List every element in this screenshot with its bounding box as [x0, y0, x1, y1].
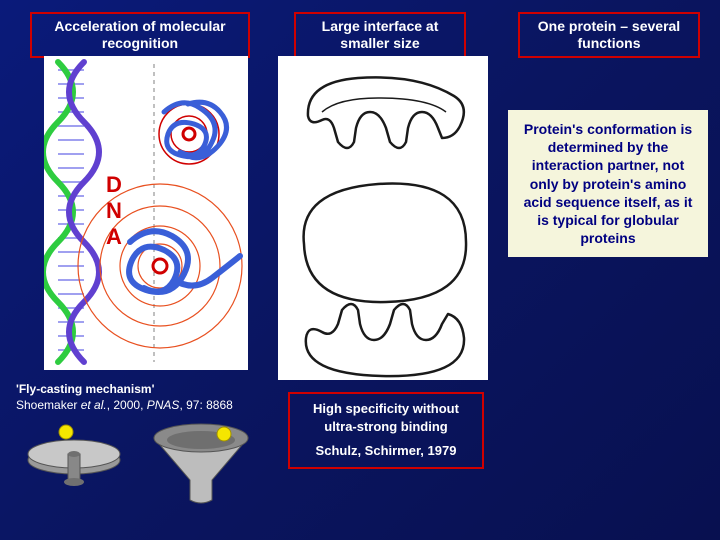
mid-blob	[304, 183, 466, 302]
header-left: Acceleration of molecular recognition	[30, 12, 250, 58]
protein-bottom	[78, 184, 242, 348]
dna-label-a: A	[106, 226, 122, 248]
conformation-callout: Protein's conformation is determined by …	[508, 110, 708, 257]
flycasting-svg	[44, 56, 248, 370]
header-right-line1: One protein – several	[538, 18, 680, 34]
flycasting-citation: 'Fly-casting mechanism' Shoemaker et al.…	[16, 382, 276, 413]
funnel-analogy	[146, 418, 256, 508]
citation-ref-mid: , 2000,	[107, 398, 147, 412]
header-left-line2: recognition	[102, 35, 178, 51]
protein-top	[159, 102, 227, 164]
flycasting-figure: D N A	[44, 56, 248, 370]
header-right-line2: functions	[578, 35, 641, 51]
dna-label-n: N	[106, 200, 122, 222]
header-center-line1: Large interface at	[322, 18, 439, 34]
conformation-callout-text: Protein's conformation is determined by …	[524, 121, 693, 246]
dna-helix	[44, 62, 99, 362]
specificity-line2: Schulz, Schirmer, 1979	[298, 442, 474, 460]
citation-ref: Shoemaker et al., 2000, PNAS, 97: 8868	[16, 398, 276, 414]
citation-ref-suffix: , 97: 8868	[179, 398, 232, 412]
citation-title: 'Fly-casting mechanism'	[16, 382, 276, 398]
citation-ref-journal: PNAS	[147, 398, 180, 412]
header-left-line1: Acceleration of molecular	[54, 18, 225, 34]
interface-figure	[278, 56, 488, 380]
header-center-line2: smaller size	[340, 35, 419, 51]
specificity-line1: High specificity without ultra-strong bi…	[298, 400, 474, 436]
top-blob	[308, 77, 464, 148]
header-right: One protein – several functions	[518, 12, 700, 58]
citation-ref-prefix: Shoemaker	[16, 398, 81, 412]
disc-analogy	[24, 420, 124, 500]
header-center: Large interface at smaller size	[294, 12, 466, 58]
dna-label-d: D	[106, 174, 122, 196]
specificity-box: High specificity without ultra-strong bi…	[288, 392, 484, 469]
interface-svg	[278, 56, 488, 380]
low-blob	[306, 304, 464, 376]
citation-ref-em: et al.	[81, 398, 107, 412]
